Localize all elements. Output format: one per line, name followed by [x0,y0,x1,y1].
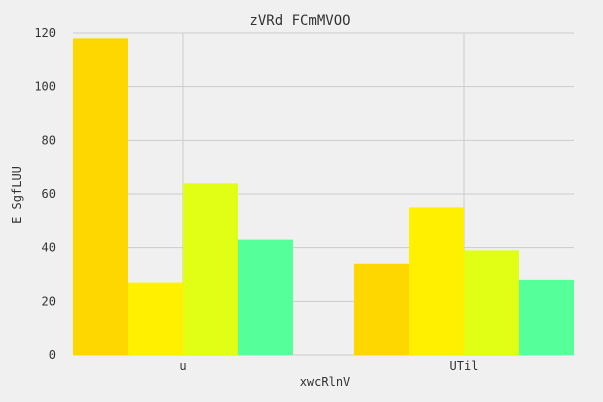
bar [238,239,293,355]
bar [354,263,409,355]
y-axis-label: E SgfLUU [10,166,24,224]
x-tick-label: UTil [450,359,479,373]
y-tick-label: 0 [49,348,56,362]
x-tick-labels: u UTil [179,359,478,373]
bar [128,282,183,355]
y-tick-label: 40 [42,241,56,255]
chart-title: zVRd FCmMVOO [249,13,350,29]
y-tick-label: 60 [42,187,56,201]
y-tick-label: 80 [42,133,56,147]
bar [519,279,574,355]
bar [73,38,128,355]
bar [464,250,519,355]
y-tick-label: 20 [42,294,56,308]
bar [183,183,238,355]
bars-layer [73,38,574,355]
x-tick-label: u [179,359,186,373]
x-axis-label: xwcRlnV [300,375,351,389]
y-tick-labels: 0 20 40 60 80 100 120 [34,26,56,362]
bar [409,207,464,355]
y-tick-label: 100 [34,80,56,94]
y-tick-label: 120 [34,26,56,40]
